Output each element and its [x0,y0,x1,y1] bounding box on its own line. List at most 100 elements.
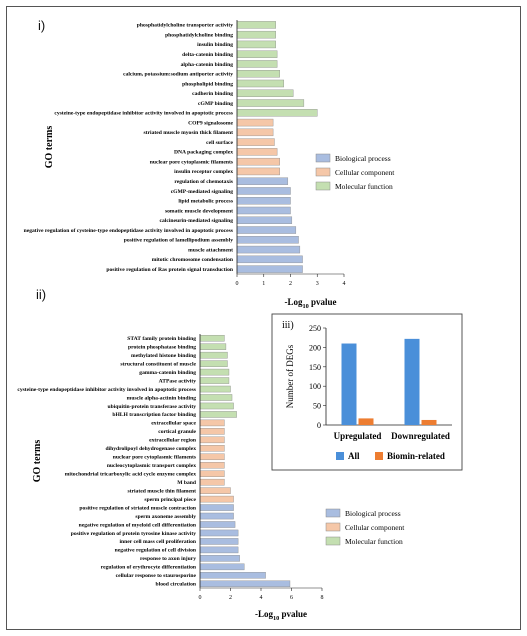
bar-1-6 [199,385,231,393]
category-label-0-14: nuclear pore cytoplasmic filaments [150,159,234,165]
bar-0-20 [236,216,293,224]
bar-0-6 [236,79,285,88]
category-label-0-12: cell surface [206,140,233,146]
category-label-0-6: phospholipid binding [182,81,233,87]
bar-0-11 [236,128,274,137]
legend-swatch-0-1 [315,167,331,177]
bar-0-13 [236,148,278,156]
category-label-1-13: dihydrolipoyl dehydrogenase complex [105,446,196,452]
bar-0-19 [236,206,291,215]
inset-legend-label-1: Biomin-related [387,451,445,461]
bar-1-16 [199,470,225,477]
x-tick-label-1-2: 4 [260,595,263,601]
x-tick-label-0-4: 4 [343,281,346,287]
bar-1-14 [199,453,225,461]
x-axis-title-0: -Log10 pvalue [284,297,336,310]
category-label-0-16: regulation of chemotaxis [174,179,233,185]
bar-1-4 [199,368,230,376]
bar-0-8 [236,99,305,107]
inset-y-axis-title: Number of DEGs [285,344,295,408]
inset-legend-swatch-0 [336,452,344,460]
x-tick-label-1-0: 0 [199,595,202,601]
category-label-1-23: positive regulation of protein tyrosine … [71,531,196,537]
category-label-1-3: structural constituent of muscle [120,361,196,367]
bar-1-8 [199,402,234,410]
bar-1-21 [199,512,234,520]
bar-1-26 [199,555,240,562]
category-label-1-8: ubiquitin-protein transferase activity [108,404,197,410]
bar-1-9 [199,411,237,418]
legend-swatch-0-2 [315,181,331,191]
category-label-1-18: striated muscle thin filament [127,488,196,494]
bar-0-14 [236,157,280,166]
category-label-0-5: calcium, potassium:sodium antiporter act… [123,72,233,78]
category-label-1-4: gamma-catenin binding [139,370,196,376]
category-label-0-18: lipid metabolic process [178,199,233,205]
x-tick-label-0-1: 1 [262,281,265,287]
inset-panel-label: iii) [282,320,294,331]
bar-1-0 [199,334,225,342]
bar-1-3 [199,360,228,367]
bar-0-10 [236,118,274,127]
bar-1-19 [199,495,234,503]
bar-1-7 [199,394,233,401]
category-label-0-10: COP9 signalosome [188,120,233,126]
inset-category-label-0: Upregulated [334,431,382,441]
category-label-0-19: somatic muscle development [165,208,233,214]
legend-swatch-1-1 [325,522,341,532]
bar-0-0 [236,21,276,29]
category-label-0-24: mitotic chromosome condensation [152,257,234,263]
inset-y-tick-label-0: 0 [317,421,321,430]
category-label-0-13: DNA packaging complex [174,150,233,156]
inset-y-tick-label-5: 250 [309,324,321,333]
category-label-1-14: nuclear pore cytoplasmic filaments [113,455,197,461]
bar-1-10 [199,419,225,427]
inset-category-label-1: Downregulated [391,431,450,441]
inset-y-tick-label-3: 150 [309,363,321,372]
category-label-0-11: striated muscle myosin thick filament [144,130,234,136]
bar-0-15 [236,167,280,176]
bar-0-16 [236,177,289,185]
x-tick-label-1-3: 6 [290,595,293,601]
inset-box [271,313,463,471]
category-label-1-22: negative regulation of myeloid cell diff… [79,522,197,528]
legend-label-1-0: Biological process [345,509,401,518]
x-tick-label-0-3: 3 [316,281,319,287]
x-tick-label-0-2: 2 [289,281,292,287]
bar-1-18 [199,487,231,494]
bar-0-9 [236,109,318,117]
bar-0-2 [236,40,276,49]
legend-label-1-1: Cellular component [345,523,405,532]
inset-y-tick-label-1: 50 [313,402,321,411]
category-label-1-21: sperm axoneme assembly [135,514,196,520]
category-label-1-2: methylated histone binding [131,353,196,359]
category-label-0-0: phosphatidylcholine transporter activity [137,23,233,29]
legend-label-1-2: Molecular function [345,537,403,546]
category-label-0-25: positive regulation of Ras protein signa… [106,267,233,273]
bar-1-15 [199,461,225,469]
bar-1-17 [199,478,225,486]
inset-y-tick-label-4: 200 [309,343,321,352]
category-label-0-2: insulin binding [197,42,233,48]
inset-bar-0-0 [341,343,357,425]
bar-0-1 [236,30,276,39]
x-tick-label-1-1: 2 [229,595,232,601]
inset-bar-1-0 [404,338,420,425]
category-label-1-0: STAT family protein binding [127,336,196,342]
figure-frame [6,6,521,630]
bar-1-11 [199,428,225,435]
category-label-1-20: positive regulation of striated muscle c… [79,505,196,511]
category-label-0-1: phosphatidylcholine binding [165,32,233,38]
bar-1-25 [199,546,239,554]
category-label-0-3: delta-catenin binding [182,52,233,58]
bar-1-24 [199,538,239,545]
category-label-0-7: cadherin binding [192,91,233,97]
category-label-1-15: nucleocytoplasmic transport complex [107,463,196,469]
inset-legend-label-0: All [348,451,360,461]
category-label-0-4: alpha-catenin binding [181,62,234,68]
inset-y-tick-label-2: 100 [309,382,321,391]
bar-1-13 [199,445,225,452]
bar-1-20 [199,504,234,511]
legend-label-0-1: Cellular component [335,168,395,177]
